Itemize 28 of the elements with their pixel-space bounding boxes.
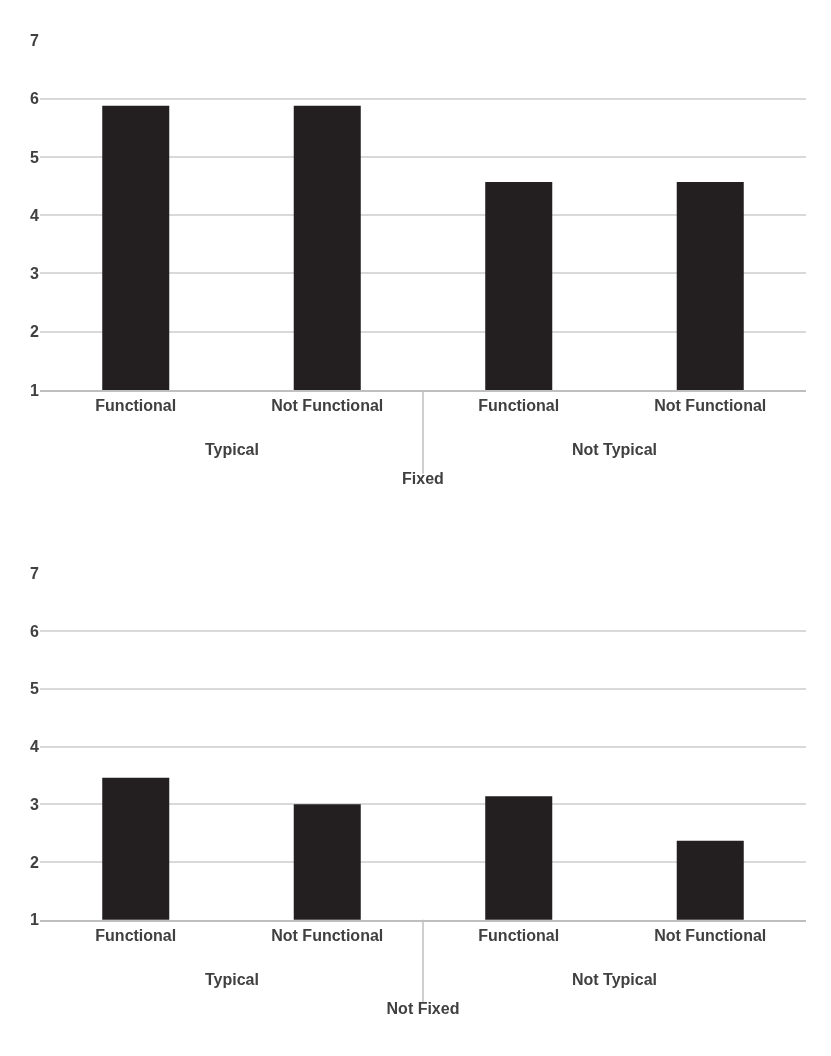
- x-tick-label: Functional: [95, 396, 177, 414]
- x-axis-title: Fixed: [402, 470, 444, 488]
- x-tick-label: Functional: [478, 926, 560, 944]
- y-tick-label: 3: [30, 795, 40, 813]
- x-axis-title: Not Fixed: [386, 999, 460, 1017]
- y-tick-label: 5: [30, 148, 40, 166]
- x-tick-label: Not Functional: [271, 396, 384, 414]
- x-tick-label: Not Functional: [271, 926, 384, 944]
- y-tick-label: 1: [30, 911, 40, 929]
- y-tick-label: 3: [30, 265, 40, 283]
- y-tick-label: 5: [30, 680, 40, 698]
- text: Not Typical: [572, 441, 658, 458]
- y-tick-label: 1: [30, 381, 40, 399]
- text: Typical: [205, 441, 259, 458]
- text: Typical: [205, 971, 259, 988]
- x-tick-label: Not Functional: [654, 396, 767, 414]
- x-tick-label: Not Functional: [654, 926, 767, 944]
- y-tick-label: 6: [30, 622, 40, 640]
- x-tick-label: Functional: [95, 926, 177, 944]
- y-tick-label: 6: [30, 90, 40, 108]
- y-tick-label: 2: [30, 853, 40, 871]
- y-tick-label: 4: [30, 738, 40, 756]
- x-tick-label: Functional: [478, 396, 560, 414]
- y-tick-label: 7: [30, 32, 40, 50]
- y-tick-label: 2: [30, 323, 40, 341]
- y-tick-label: 7: [30, 564, 40, 582]
- y-tick-label: 4: [30, 206, 40, 224]
- text: Not Typical: [572, 971, 658, 988]
